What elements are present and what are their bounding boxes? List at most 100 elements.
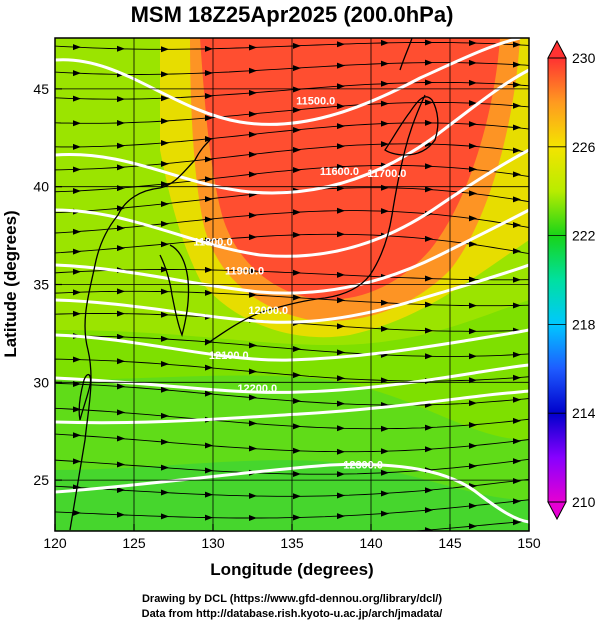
wind-arrow [249, 44, 257, 51]
wind-arrow [337, 492, 345, 499]
wind-arrow [205, 196, 213, 203]
wind-arrow [161, 46, 169, 53]
colorbar-tick-label: 226 [572, 139, 596, 155]
wind-arrow [469, 166, 477, 173]
wind-arrow [161, 464, 169, 471]
wind-arrow [73, 356, 81, 363]
y-tick-label: 25 [33, 472, 49, 488]
wind-arrow [337, 375, 345, 382]
wind-arrow [337, 41, 345, 48]
wind-arrow [293, 398, 301, 405]
wind-arrow [293, 294, 301, 301]
wind-arrow [161, 118, 169, 125]
y-tick-label: 35 [33, 277, 49, 293]
wind-arrow [469, 302, 477, 309]
wind-arrow [337, 448, 345, 455]
wind-arrow [337, 62, 345, 69]
wind-arrow [249, 212, 257, 219]
wind-arrow [249, 536, 257, 542]
streamline [55, 102, 529, 124]
wind-arrow [425, 424, 433, 431]
wind-arrow [293, 166, 301, 173]
coastline-japan [204, 94, 426, 346]
wind-arrow [73, 95, 81, 102]
wind-arrow [249, 67, 257, 74]
wind-arrow [469, 143, 477, 150]
wind-arrow [161, 266, 169, 273]
streamline [55, 407, 529, 430]
contour-label: 11500.0 [296, 96, 335, 108]
wind-arrow [293, 346, 301, 353]
wind-arrow [117, 358, 125, 365]
wind-arrow [73, 406, 81, 413]
wind-arrow [337, 83, 345, 90]
wind-arrow [381, 39, 389, 46]
wind-arrow [161, 386, 169, 393]
wind-arrow [381, 60, 389, 67]
wind-arrow [205, 514, 213, 521]
wind-arrow [73, 70, 81, 77]
wind-arrow [513, 417, 521, 424]
wind-arrow [513, 124, 521, 131]
wind-arrow [249, 368, 257, 375]
wind-arrow [161, 95, 169, 102]
wind-arrow [513, 458, 521, 465]
wind-arrow [205, 216, 213, 223]
contour-line [55, 208, 529, 295]
wind-arrow [337, 425, 345, 432]
colorbar-upper-arrow [547, 39, 567, 59]
wind-arrow [205, 289, 213, 296]
wind-arrow [249, 171, 257, 178]
wind-arrow [117, 310, 125, 317]
wind-arrow [513, 477, 521, 484]
wind-arrow [513, 438, 521, 445]
wind-arrow [513, 276, 521, 283]
wind-arrow [73, 248, 81, 255]
wind-arrow [425, 446, 433, 453]
wind-arrow [469, 442, 477, 449]
wind-arrow [337, 533, 345, 539]
wind-arrow [249, 515, 257, 522]
wind-arrow [513, 171, 521, 178]
wind-arrow [205, 266, 213, 273]
wind-arrow [73, 143, 81, 150]
wind-arrow [161, 181, 169, 188]
wind-arrow [469, 328, 477, 335]
contour-label: 12000.0 [248, 305, 288, 317]
wind-arrow [293, 106, 301, 113]
x-tick-label: 150 [517, 535, 541, 551]
wind-arrow [381, 425, 389, 432]
wind-arrow [73, 458, 81, 465]
wind-arrow [117, 435, 125, 442]
streamline [55, 210, 529, 234]
coastline-taiwan [78, 373, 92, 421]
y-tick-label: 30 [33, 374, 49, 390]
contour-line [55, 263, 529, 324]
wind-arrow [161, 489, 169, 496]
colorbar-ticks: 210 214 218 222 226 230 [548, 50, 596, 510]
colorbar-tick-label: 210 [572, 494, 596, 510]
contour-label: 12200.0 [237, 383, 277, 395]
wind-arrow [425, 301, 433, 308]
wind-arrow [205, 467, 213, 474]
wind-arrow [73, 289, 81, 296]
wind-arrow [425, 235, 433, 242]
wind-arrow [293, 447, 301, 454]
wind-arrow [381, 490, 389, 497]
wind-arrow [293, 372, 301, 379]
wind-arrow [161, 311, 169, 318]
wind-arrow [513, 61, 521, 68]
grid-lines [55, 38, 529, 531]
wind-arrow [161, 438, 169, 445]
wind-arrow [513, 519, 521, 526]
wind-arrow [117, 461, 125, 468]
contour-label: 11900.0 [225, 266, 264, 278]
streamline [55, 358, 529, 382]
wind-arrow [117, 119, 125, 126]
contour-line [55, 363, 529, 394]
wind-arrow [293, 126, 301, 133]
coastline-hokkaido [384, 96, 439, 156]
wind-arrow [513, 351, 521, 358]
wind-arrow [337, 207, 345, 214]
